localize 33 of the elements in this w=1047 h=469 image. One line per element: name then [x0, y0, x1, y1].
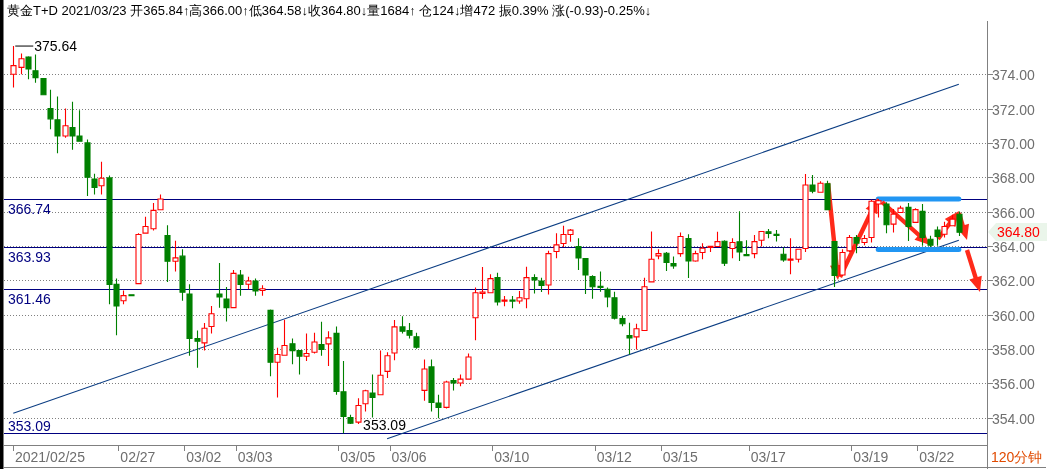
x-tick-label: 03/22 — [919, 449, 955, 465]
annotation: 353.09 — [363, 417, 407, 434]
ref-line-label: 353.09 — [8, 417, 52, 434]
note-high: 375.64 — [14, 38, 78, 55]
x-tick-label: 03/19 — [853, 449, 889, 465]
y-tick-label: 354.00 — [992, 410, 1036, 427]
y-tick-label: 360.00 — [992, 307, 1036, 324]
ref-line-label: 361.46 — [8, 290, 52, 307]
text: 120分钟 — [991, 449, 1043, 465]
annotation: 375.64 — [34, 38, 78, 55]
x-tick-label: 03/17 — [750, 449, 786, 465]
ref-line-label: 366.74 — [8, 200, 52, 217]
x-tick-label: 03/06 — [391, 449, 427, 465]
x-tick-label: 03/03 — [237, 449, 273, 465]
x-tick-label: 03/10 — [494, 449, 530, 465]
x-tick-label: 02/27 — [120, 449, 156, 465]
y-tick-label: 370.00 — [992, 135, 1036, 152]
x-tick-label: 03/15 — [662, 449, 699, 465]
x-tick-label: 03/05 — [340, 449, 376, 465]
note-last: 364.80 — [988, 223, 1047, 241]
y-tick-label: 358.00 — [992, 341, 1036, 358]
y-tick-label: 368.00 — [992, 169, 1036, 186]
x-tick-label: 2021/02/25 — [14, 449, 86, 465]
y-tick-label: 362.00 — [992, 272, 1036, 289]
ref-line-label: 363.93 — [8, 248, 52, 265]
y-tick-label: 364.00 — [992, 238, 1036, 255]
y-tick-label: 372.00 — [992, 101, 1036, 118]
chart-title: 黄金T+D 2021/03/23 开365.84↑高366.00↑低364.58↓收364.80↓量1684↑ 仓124↓增472 振0.39% 涨(-0.93)-0.25%↓ — [7, 3, 652, 18]
y-tick-label: 356.00 — [992, 375, 1036, 392]
y-tick-label: 366.00 — [992, 204, 1036, 221]
y-tick-label: 374.00 — [992, 66, 1036, 83]
x-tick-label: 03/02 — [186, 449, 222, 465]
x-tick-label: 03/12 — [596, 449, 633, 465]
